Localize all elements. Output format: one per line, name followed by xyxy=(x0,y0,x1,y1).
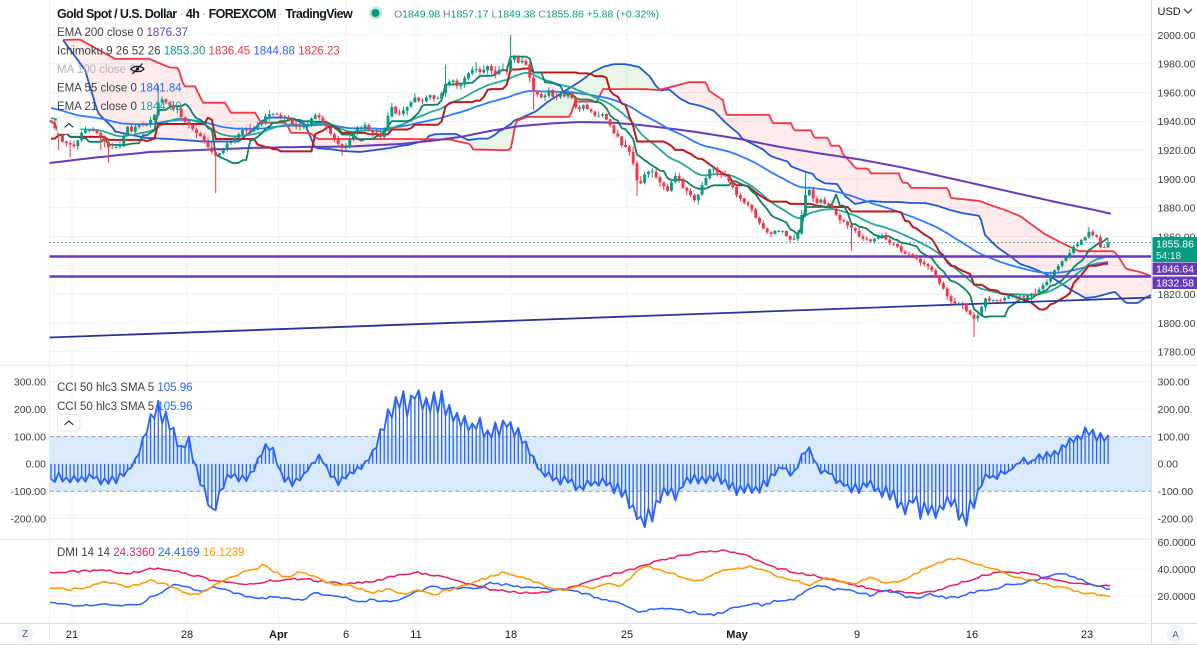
svg-text:1780.00: 1780.00 xyxy=(1158,347,1196,359)
svg-text:Ichimoku 9 26 52 26 1853.30 1: Ichimoku 9 26 52 26 1853.30 1836.45 1844… xyxy=(57,46,340,58)
svg-text:200.00: 200.00 xyxy=(14,404,46,416)
svg-text:9: 9 xyxy=(854,629,860,641)
svg-text:1800.00: 1800.00 xyxy=(1158,318,1196,330)
svg-text:1855.86: 1855.86 xyxy=(1156,238,1194,250)
svg-text:11: 11 xyxy=(410,629,421,641)
svg-text:-200.00: -200.00 xyxy=(1158,513,1194,525)
svg-text:1900.00: 1900.00 xyxy=(1158,174,1196,186)
svg-text:2000.00: 2000.00 xyxy=(1158,30,1196,42)
svg-text:MA 100 close 0: MA 100 close 0 xyxy=(57,64,136,76)
svg-text:1960.00: 1960.00 xyxy=(1158,87,1196,99)
svg-text:0.00: 0.00 xyxy=(26,459,47,471)
svg-text:CCI 50 hlc3 SMA 5 105.96: CCI 50 hlc3 SMA 5 105.96 xyxy=(57,382,193,394)
svg-text:100.00: 100.00 xyxy=(14,431,46,443)
svg-text:EMA 21 close 0 1844.50: EMA 21 close 0 1844.50 xyxy=(57,101,182,113)
svg-text:23: 23 xyxy=(1081,629,1093,641)
svg-text:6: 6 xyxy=(343,629,349,641)
svg-text:100.00: 100.00 xyxy=(1158,431,1190,443)
svg-text:1832.58: 1832.58 xyxy=(1156,277,1194,289)
svg-text:Z: Z xyxy=(22,629,28,640)
svg-text:1880.00: 1880.00 xyxy=(1158,203,1196,215)
svg-text:28: 28 xyxy=(181,629,193,641)
svg-text:May: May xyxy=(726,629,748,641)
svg-text:-100.00: -100.00 xyxy=(1158,486,1194,498)
svg-text:USD: USD xyxy=(1158,6,1181,18)
svg-text:A: A xyxy=(1172,629,1179,640)
svg-text:Apr: Apr xyxy=(269,629,289,641)
svg-text:0.00: 0.00 xyxy=(1158,459,1179,471)
svg-text:1980.00: 1980.00 xyxy=(1158,59,1196,71)
svg-text:1820.00: 1820.00 xyxy=(1158,289,1196,301)
svg-text:-200.00: -200.00 xyxy=(10,513,46,525)
svg-text:21: 21 xyxy=(66,629,78,641)
svg-text:-100.00: -100.00 xyxy=(10,486,46,498)
svg-text:1846.64: 1846.64 xyxy=(1156,263,1194,275)
svg-text:300.00: 300.00 xyxy=(1158,377,1190,389)
svg-text:25: 25 xyxy=(621,629,633,641)
svg-text:EMA 55 close 0 1841.84: EMA 55 close 0 1841.84 xyxy=(57,83,182,95)
svg-text:1940.00: 1940.00 xyxy=(1158,116,1196,128)
svg-text:DMI 14 14 24.3360 24.4169 16.: DMI 14 14 24.3360 24.4169 16.1239 xyxy=(57,547,244,559)
svg-text:18: 18 xyxy=(505,629,517,641)
svg-text:20.0000: 20.0000 xyxy=(1158,591,1196,603)
svg-text:60.0000: 60.0000 xyxy=(1158,537,1196,549)
svg-text:EMA 200 close 0 1876.37: EMA 200 close 0 1876.37 xyxy=(57,27,188,39)
svg-text:40.0000: 40.0000 xyxy=(1158,564,1196,576)
svg-text:54:18: 54:18 xyxy=(1156,251,1181,262)
svg-text:200.00: 200.00 xyxy=(1158,404,1190,416)
svg-text:O1849.98 H1857.17 L1849.38 C18: O1849.98 H1857.17 L1849.38 C1855.86 +5.8… xyxy=(394,8,659,20)
svg-text:1920.00: 1920.00 xyxy=(1158,145,1196,157)
svg-text:16: 16 xyxy=(966,629,978,641)
svg-text:CCI 50 hlc3 SMA 5 105.96: CCI 50 hlc3 SMA 5 105.96 xyxy=(57,401,193,413)
svg-text:300.00: 300.00 xyxy=(14,377,46,389)
svg-text:Gold Spot / U.S. Dollar · 4h ·: Gold Spot / U.S. Dollar · 4h · FOREXCOM … xyxy=(57,7,353,21)
